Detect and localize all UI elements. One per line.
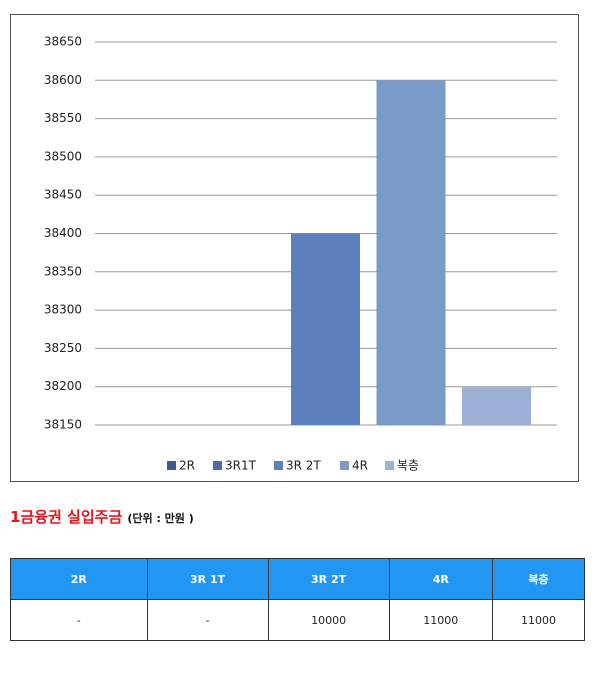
table-cell: - [10,599,148,641]
header-cell: 2R [10,558,148,600]
table: 2R 3R 1T 3R 2T 4R 복층 - -10000 11000 11000 [10,558,585,641]
table-row: - -10000 11000 11000 [10,599,585,641]
legend-swatch [340,461,349,470]
table-body: - -10000 11000 11000 [10,599,585,641]
y-tick-label: 38250 [44,341,82,355]
legend-label: 3R 2T [286,459,321,473]
y-tick-label: 38450 [44,188,82,202]
bar [376,80,446,426]
header-cell: 4R [388,558,493,600]
heading: 1금융권 실입주금 (단위 : 만원 ) [10,506,194,527]
heading-title: 1금융권 실입주금 [10,508,123,526]
legend-swatch [385,461,394,470]
header-cell: 복층 [492,558,585,600]
legend-swatch [274,461,283,470]
y-tick-label: 38600 [44,73,82,87]
table-cell: 11000 [492,599,585,641]
y-tick-label: 38350 [44,264,82,278]
header-cell: 3R 1T [146,558,269,600]
bar [462,386,531,425]
y-tick-label: 38550 [44,111,82,125]
legend-label: 복층 [397,459,419,473]
legend-label: 4R [352,459,368,473]
legend-label: 3R1T [225,459,257,473]
heading-unit: (단위 : 만원 ) [127,512,194,525]
legend-label: 2R [179,459,195,473]
y-tick-label: 38200 [44,379,82,393]
legend-swatch [167,461,176,470]
y-tick-label: 38300 [44,303,82,317]
table-cell: - [146,599,269,641]
chart: 38150 38200 38250 38300 38350 38400 38450 38500… [10,14,579,482]
y-tick-label: 38150 [44,418,82,432]
y-tick-label: 38650 [44,35,82,49]
bar [291,233,360,425]
table-cell: 11000 [388,599,493,641]
legend-swatch [213,461,222,470]
table-cell: 10000 [267,599,390,641]
y-tick-label: 38500 [44,149,82,163]
table-header: 2R 3R 1T 3R 2T 4R 복층 [10,558,585,600]
header-cell: 3R 2T [267,558,390,600]
y-tick-label: 38400 [44,226,82,240]
